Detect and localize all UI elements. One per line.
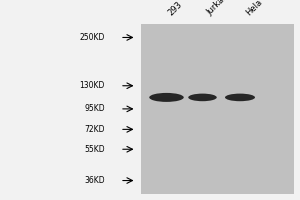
Ellipse shape [229, 95, 251, 98]
Ellipse shape [188, 94, 217, 101]
Text: Hela: Hela [244, 0, 264, 17]
Text: 250KD: 250KD [80, 33, 105, 42]
Ellipse shape [225, 94, 255, 101]
Ellipse shape [192, 95, 213, 98]
Ellipse shape [149, 93, 184, 102]
Text: 95KD: 95KD [84, 104, 105, 113]
Text: 130KD: 130KD [80, 81, 105, 90]
Text: 55KD: 55KD [84, 145, 105, 154]
Ellipse shape [154, 94, 179, 98]
Text: 293: 293 [167, 0, 184, 17]
Bar [141, 24, 294, 194]
Text: 72KD: 72KD [85, 125, 105, 134]
Text: 36KD: 36KD [84, 176, 105, 185]
Text: Jurkat: Jurkat [206, 0, 229, 17]
